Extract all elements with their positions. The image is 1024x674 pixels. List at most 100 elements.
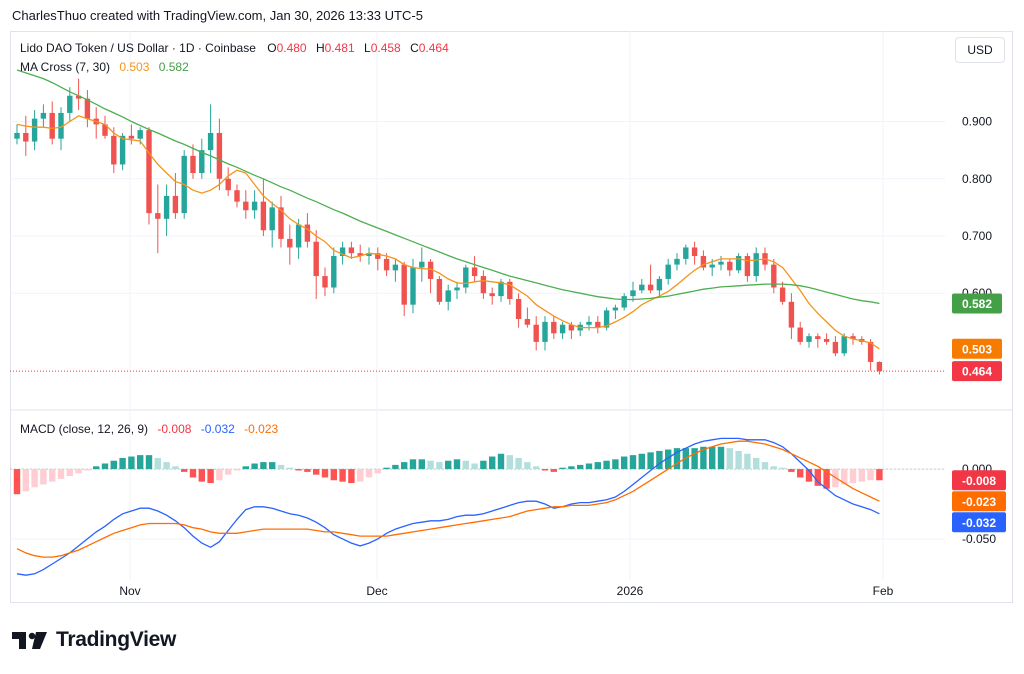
macd-axis-label-text: -0.032 (962, 516, 996, 530)
price-axis-label-bg (952, 361, 1002, 382)
macd-histogram-bar (849, 469, 857, 484)
macd-histogram-bar (453, 459, 461, 470)
macd-histogram-bar (172, 466, 179, 470)
candle-down (471, 267, 478, 277)
macd-histogram-bar (101, 463, 109, 470)
candle-down (216, 132, 223, 179)
candle-down (427, 261, 434, 279)
ma-legend: MA Cross (7, 30) 0.503 0.582 (20, 60, 193, 74)
candle-down (243, 201, 249, 211)
candle-up (656, 278, 663, 291)
macd-histogram-bar (66, 469, 73, 477)
macd-histogram-bar (269, 462, 276, 470)
macd-histogram-bar (823, 469, 830, 489)
candle-down (815, 336, 821, 340)
ma-line-ma7 (16, 115, 880, 350)
macd-histogram-bar (137, 455, 144, 470)
currency-button[interactable]: USD (955, 37, 1005, 63)
price-axis-label-bg (952, 338, 1002, 359)
candle-down (744, 256, 751, 277)
macd-histogram-bar (814, 469, 821, 486)
macd-histogram-bar (594, 462, 601, 470)
candle-up (603, 310, 610, 328)
tradingview-logo-icon (12, 632, 47, 649)
price-axis-label-text: 0.582 (962, 297, 992, 311)
grid-lines (10, 31, 1013, 580)
candle-up (753, 253, 759, 277)
macd-histogram-bar (93, 466, 100, 470)
macd-histogram-bar (75, 469, 82, 474)
macd-axis-label-text: -0.023 (962, 495, 996, 509)
candle-down (533, 324, 539, 342)
macd-histogram-bar (497, 453, 505, 470)
macd-tick-label: -0.050 (962, 532, 996, 546)
candle-up (199, 150, 205, 174)
macd-histogram-bar (365, 469, 373, 478)
ma-line-ma30 (16, 69, 880, 305)
macd-signal-value: -0.023 (244, 422, 279, 436)
macd-histogram-bar (330, 469, 337, 481)
candle-down (172, 195, 179, 214)
candle-down (49, 112, 55, 139)
candle-down (401, 264, 407, 305)
macd-histogram-bar (480, 460, 487, 470)
open-value: 0.480 (276, 41, 307, 55)
candle-down (23, 132, 29, 142)
macd-histogram-bar (304, 469, 311, 472)
ma-slow-value: 0.582 (158, 60, 189, 74)
macd-histogram-bar (128, 456, 135, 470)
macd-histogram-bar (621, 456, 628, 470)
macd-histogram-bar (189, 469, 197, 478)
candle-down (278, 207, 284, 239)
macd-axis-label-bg (952, 491, 1006, 512)
candle-down (551, 321, 557, 334)
candle-up (806, 336, 812, 342)
candle-up (586, 321, 592, 325)
ma-indicator-name: MA Cross (7, 30) (20, 60, 111, 74)
axes: Nov Dec 2026 Feb0.9000.8000.7000.6000.000-0… (119, 115, 1006, 598)
macd-histogram-bar (357, 469, 364, 482)
candle-up (58, 112, 64, 139)
symbol-legend: Lido DAO Token / US Dollar · 1D · Coinba… (20, 41, 453, 55)
macd-histogram-bar (603, 460, 610, 470)
macd-histogram-bar (313, 469, 320, 475)
macd-histogram-bar (533, 466, 540, 470)
macd-line-value: -0.032 (200, 422, 235, 436)
candle-up (498, 281, 504, 297)
macd-histogram-bar (119, 457, 126, 470)
low-label: L (364, 41, 371, 55)
chart-frame[interactable] (10, 31, 1013, 603)
macd-histogram-bar (286, 467, 293, 470)
candle-up (269, 207, 275, 231)
candle-down (480, 276, 487, 294)
candle-up (410, 267, 416, 305)
macd-histogram-bar (225, 469, 232, 475)
macd-histogram-bar (251, 463, 258, 470)
macd-histogram-bar (506, 455, 513, 470)
macd-axis-label: -0.008 (952, 470, 1006, 491)
macd-histogram-bar (13, 469, 21, 495)
price-axis-label: 0.464 (952, 361, 1002, 382)
candle-down (348, 247, 355, 254)
macd-histogram-bar (374, 469, 381, 474)
candle-up (735, 256, 742, 271)
candle-up (683, 247, 689, 259)
price-axis-label: 0.582 (952, 293, 1002, 314)
price-tick-label: 0.700 (962, 229, 992, 243)
candle-up (542, 321, 548, 342)
macd-histogram-bar (867, 469, 874, 481)
macd-histogram-bar (471, 463, 478, 470)
macd-histogram-bar (418, 459, 425, 470)
macd-hist-value: -0.008 (157, 422, 192, 436)
macd-histogram-bar (744, 453, 751, 470)
macd-histogram-bar (181, 469, 188, 472)
candle-up (119, 135, 126, 165)
tradingview-logo: TradingView (12, 628, 176, 652)
macd-histogram-bar (154, 457, 161, 470)
candle-down (190, 155, 196, 174)
candle-down (225, 178, 231, 191)
candle-down (823, 339, 830, 342)
macd-histogram-bar (321, 469, 329, 478)
high-label: H (315, 41, 325, 55)
